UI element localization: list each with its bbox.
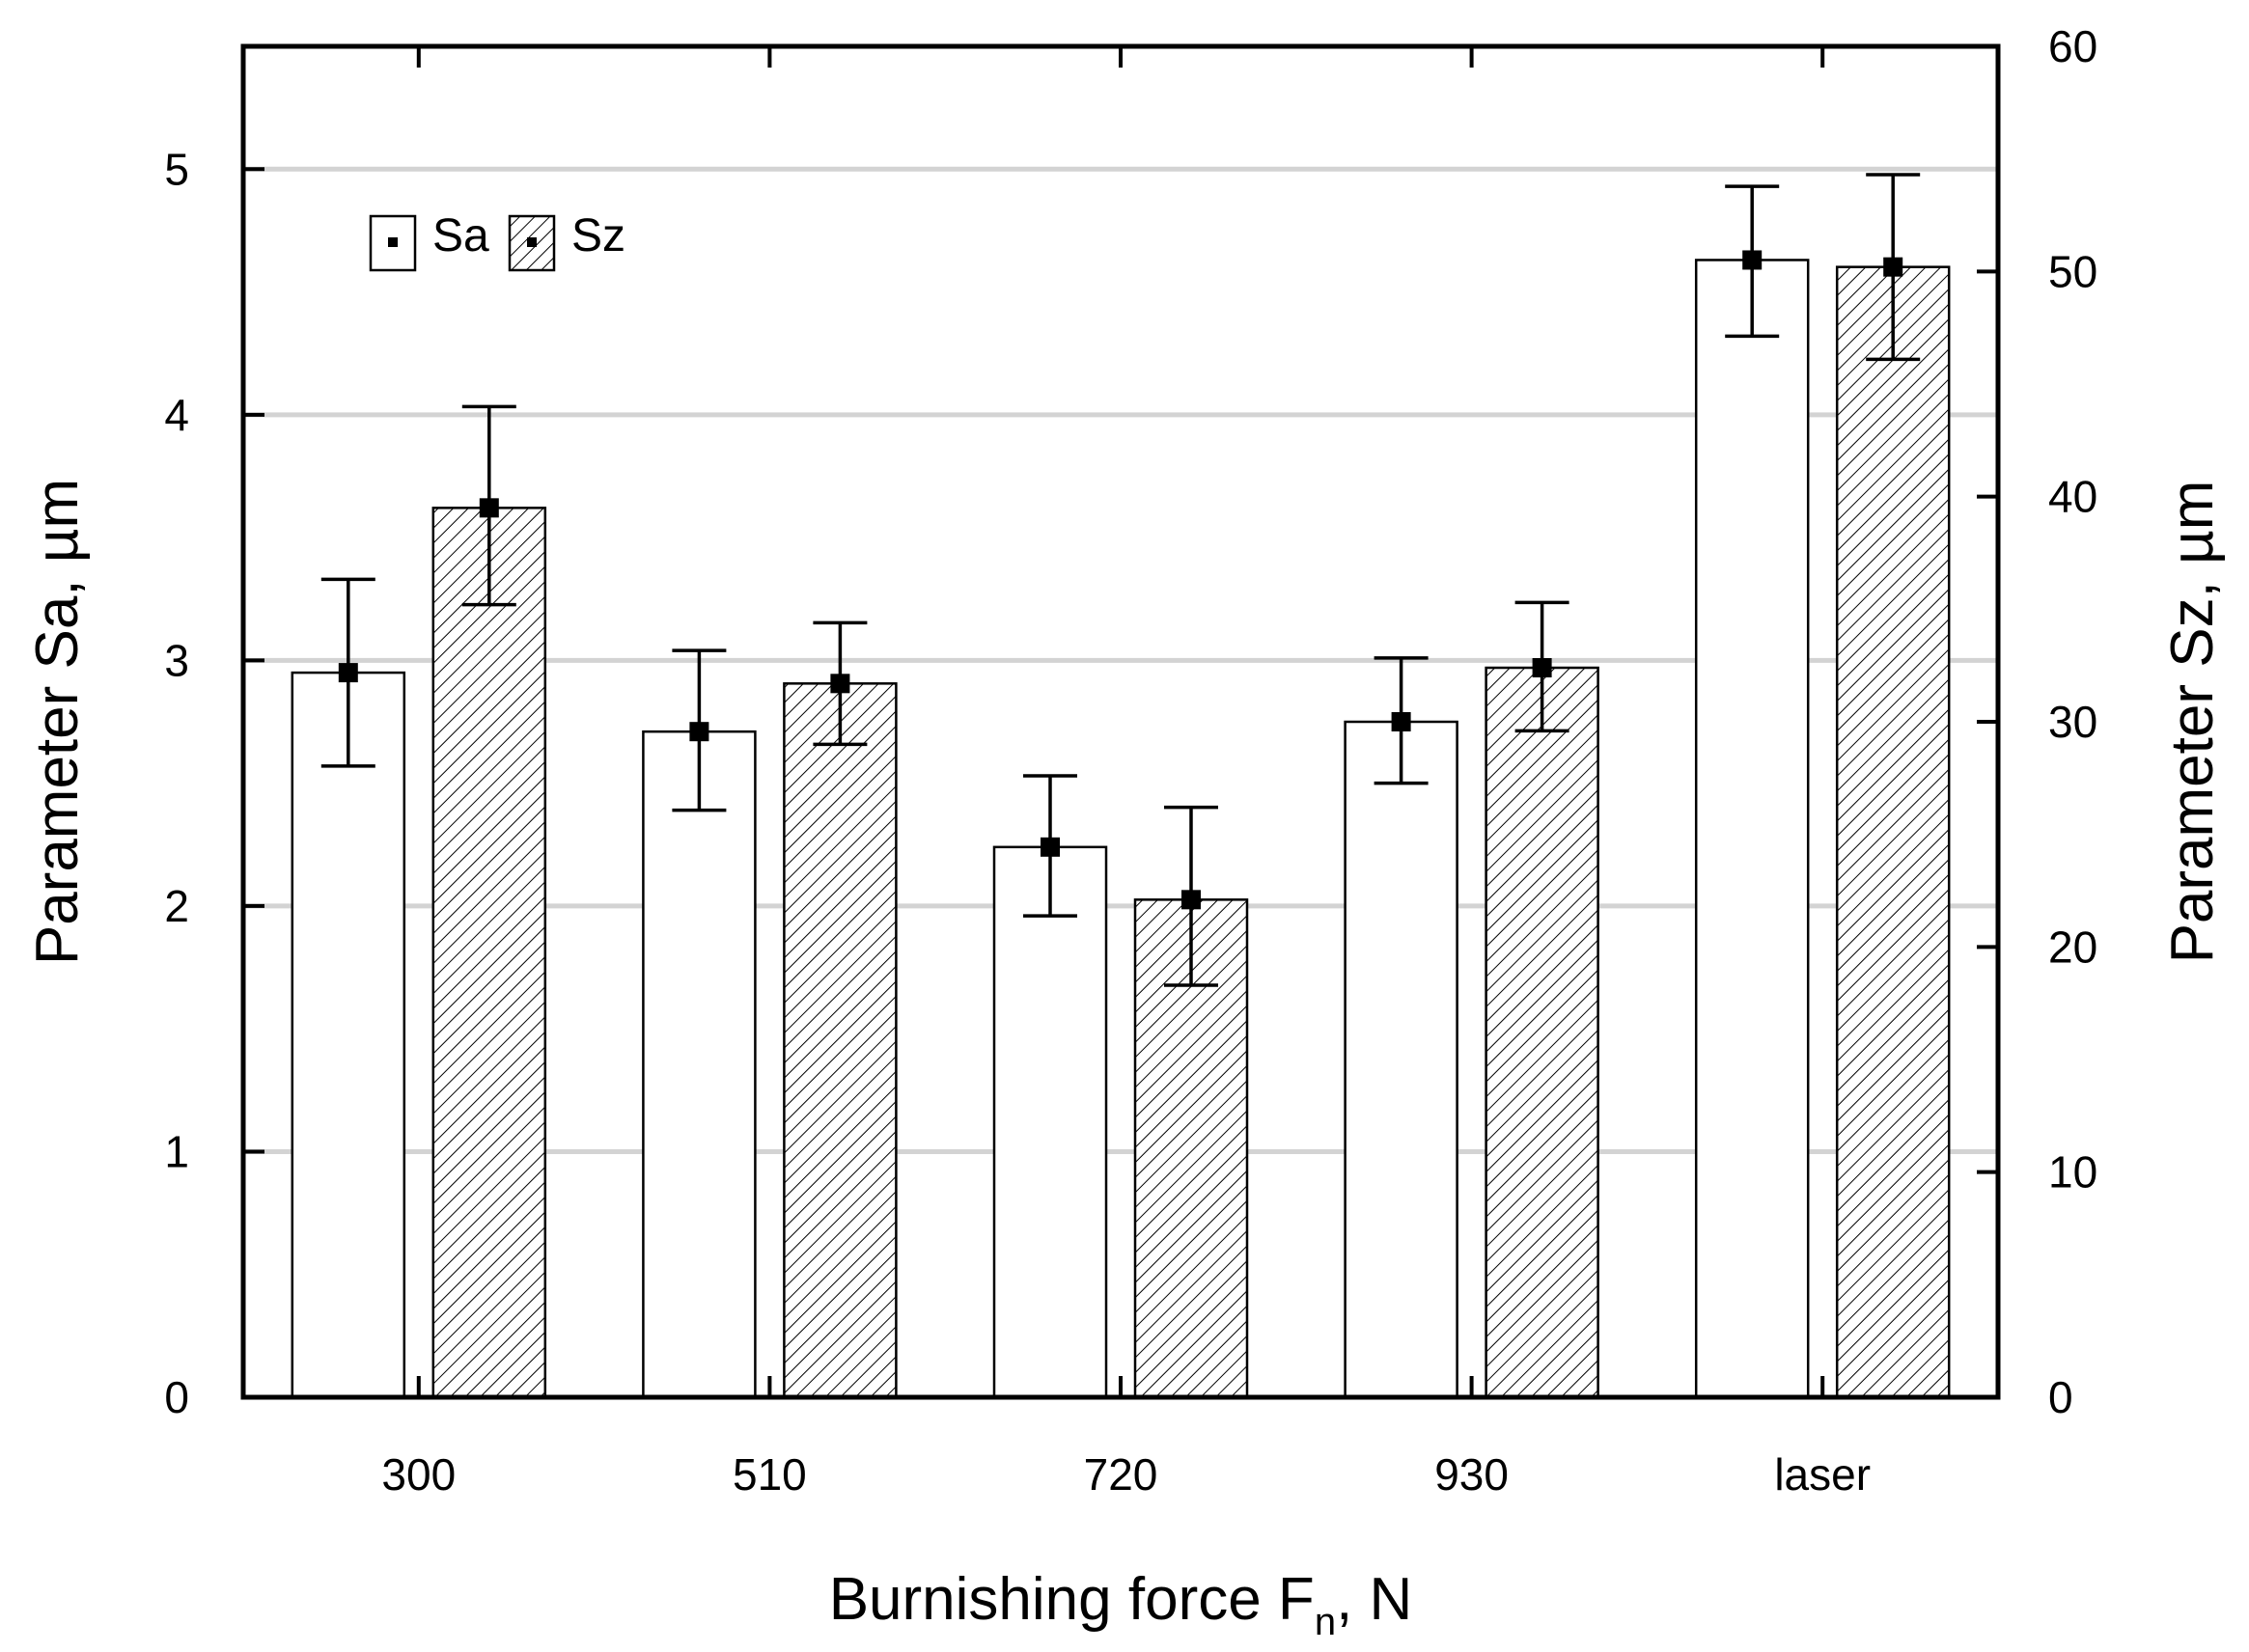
bar-sa: [1344, 720, 1458, 1399]
right-axis-tick-label: 40: [2048, 472, 2097, 522]
left-axis-tick-label: 2: [164, 881, 189, 931]
mean-marker: [479, 498, 499, 518]
mean-marker: [1532, 658, 1552, 677]
bars: [291, 259, 1951, 1399]
left-axis-tick-label: 1: [164, 1126, 189, 1176]
legend-item-sa: Sa: [369, 210, 489, 272]
mean-marker: [1181, 890, 1201, 910]
bar-sz: [1485, 666, 1599, 1399]
legend-label: Sa: [432, 210, 489, 262]
error-bar-sz: [461, 404, 516, 607]
error-bars: [320, 173, 1921, 987]
mean-marker: [1391, 712, 1411, 731]
error-bar-sa: [320, 577, 375, 768]
x-axis-tick-label: 930: [1434, 1449, 1509, 1500]
legend: Sa Sz: [369, 210, 625, 272]
x-axis-title-suffix: , N: [1336, 1566, 1412, 1633]
x-axis-tick-label: 720: [1084, 1449, 1158, 1500]
legend-item-sz: Sz: [508, 210, 625, 272]
x-axis-tick-label: 300: [381, 1449, 456, 1500]
x-axis-title: Burnishing force Fn, N: [829, 1566, 1413, 1643]
mean-marker: [830, 674, 850, 694]
error-bar-sz: [813, 620, 868, 747]
axis-ticks: [243, 44, 1998, 1399]
legend-label: Sz: [571, 210, 625, 262]
x-axis-tick-label: 510: [733, 1449, 807, 1500]
right-axis-tick-label: 50: [2048, 246, 2097, 296]
bar-sa: [992, 845, 1108, 1399]
error-bar-sa: [1023, 774, 1077, 918]
error-bar-sz: [1866, 173, 1921, 362]
x-axis-title-main: Burnishing force F: [829, 1566, 1315, 1633]
bar-sz: [1835, 265, 1951, 1399]
bar-sa: [642, 730, 757, 1399]
y-right-axis-title: Parameter Sz, µm: [2159, 481, 2226, 964]
error-bar-sa: [1725, 184, 1780, 339]
mean-marker: [1883, 257, 1903, 277]
bar-sz: [783, 682, 898, 1399]
right-axis-tick-labels: 0 10 20 30 40 50 60: [2048, 21, 2097, 1422]
legend-marker: [527, 237, 537, 247]
right-axis-tick-label: 60: [2048, 21, 2097, 71]
y-left-axis-title: Parameter Sa, µm: [24, 479, 91, 965]
bar-sa: [291, 671, 406, 1399]
error-bar-sz: [1514, 600, 1569, 733]
mean-marker: [1742, 250, 1763, 270]
bar-sa: [1694, 259, 1810, 1399]
x-axis-title-subscript: n: [1315, 1601, 1336, 1643]
legend-marker: [388, 237, 398, 247]
right-axis-tick-label: 10: [2048, 1147, 2097, 1198]
left-axis-tick-labels: 0 1 2 3 4 5: [164, 144, 189, 1422]
error-bar-sa: [1374, 656, 1429, 785]
right-axis-tick-label: 20: [2048, 922, 2097, 972]
mean-marker: [338, 663, 358, 683]
error-bar-sa: [672, 648, 727, 812]
right-axis-tick-label: 30: [2048, 697, 2097, 747]
left-axis-tick-label: 4: [164, 390, 189, 440]
left-axis-tick-label: 0: [164, 1372, 189, 1422]
mean-marker: [689, 722, 709, 742]
left-axis-tick-label: 3: [164, 635, 189, 685]
left-axis-tick-label: 5: [164, 144, 189, 194]
error-bar-sz: [1164, 805, 1218, 987]
x-axis-tick-labels: 300 510 720 930 laser: [381, 1449, 1871, 1500]
right-axis-tick-label: 0: [2048, 1372, 2073, 1422]
x-axis-tick-label: laser: [1774, 1449, 1871, 1500]
mean-marker: [1041, 837, 1060, 857]
bar-sz: [431, 507, 547, 1399]
